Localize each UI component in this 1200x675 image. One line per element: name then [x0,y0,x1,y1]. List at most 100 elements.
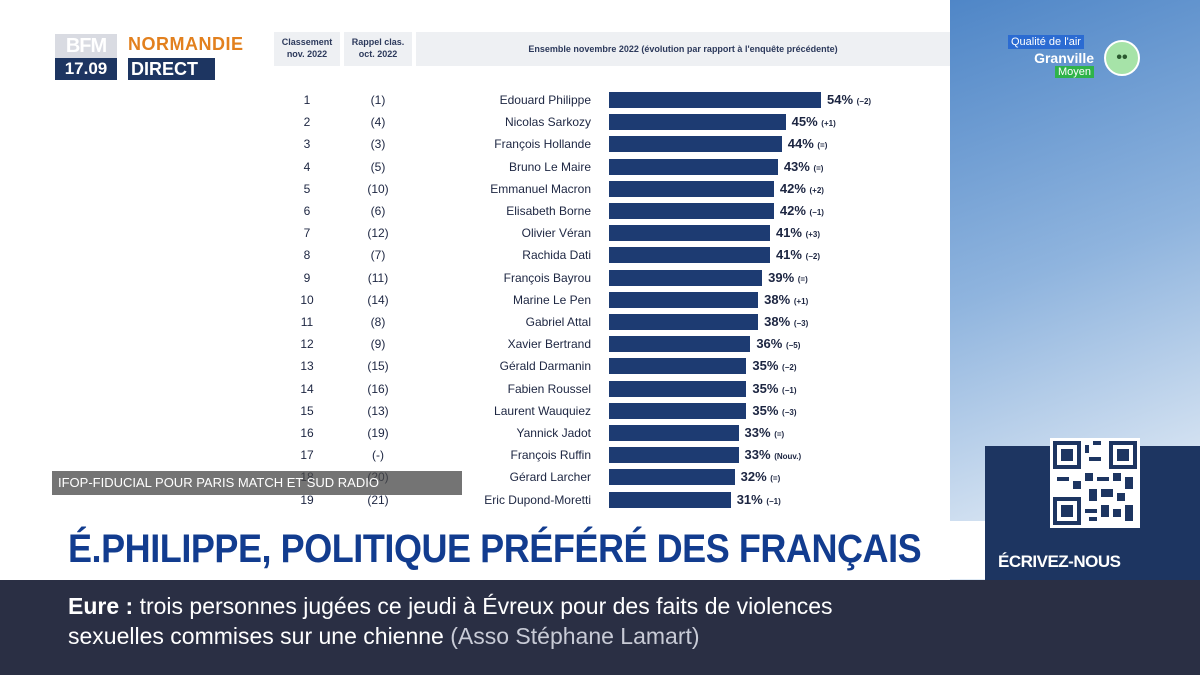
row-previous-rank: (16) [367,381,389,396]
row-rank: 16 [300,426,314,440]
row-bar [609,158,778,175]
ticker-line-1: Eure : trois personnes jugées ce jeudi à… [68,593,833,620]
row-bar [609,425,739,441]
row-rank: 13 [300,359,314,374]
row-rank: 4 [303,159,311,174]
row-rank: 14 [300,381,314,396]
row-previous-rank: (9) [370,337,386,352]
row-bar [609,402,747,419]
row-name: Nicolas Sarkozy [504,115,591,130]
row-previous-rank: (5) [370,159,386,174]
row-value-label: 42% (+2) [779,180,824,196]
row-value-label: 43% (=) [783,158,824,174]
row-evolution: (−2) [782,363,797,373]
row-name: Xavier Bertrand [507,337,591,352]
row-name: Gérard Larcher [509,470,591,485]
row-evolution: (+1) [793,296,809,306]
write-to-us-label: ÉCRIVEZ-NOUS [998,552,1121,571]
row-evolution: (=) [817,141,828,151]
row-value-label: 41% (−2) [775,247,821,263]
row-previous-rank: (-) [372,448,384,463]
row-name: Bruno Le Maire [508,159,591,174]
row-bar [609,92,821,108]
row-bar [609,469,735,486]
row-previous-rank: (8) [370,315,386,329]
row-value-label: 31% (−1) [736,491,781,507]
row-evolution: (−2) [856,97,872,106]
row-evolution: (−1) [809,208,824,217]
row-value-label: 44% (=) [787,136,828,152]
row-evolution: (=) [774,430,785,439]
row-evolution: (−2) [805,252,821,262]
row-bar [609,203,774,219]
row-value-label: 35% (−2) [752,358,797,374]
ticker-location: Eure [68,593,120,619]
news-ticker: Eure : trois personnes jugées ce jeudi à… [0,580,1200,675]
row-rank: 5 [303,181,311,196]
row-bar [609,447,739,464]
row-evolution: (=) [813,163,824,173]
row-name: François Bayrou [503,270,591,285]
air-quality-widget: Qualité de l'air Granville Moyen [1008,32,1098,78]
row-rank: 2 [303,115,311,130]
row-name: Fabien Roussel [507,381,591,396]
row-name: Rachida Dati [522,248,591,263]
source-caption: IFOP-FIDUCIAL POUR PARIS MATCH ET SUD RA… [52,471,462,495]
row-name: Elisabeth Borne [506,204,591,218]
row-bar [609,336,751,353]
header-previous-rank: Rappel clas. oct. 2022 [344,32,412,66]
row-name: Olivier Véran [521,226,591,241]
row-value-label: 41% (+3) [775,225,821,241]
row-rank: 17 [300,448,314,463]
row-bar [609,180,774,197]
qr-code-icon[interactable] [1050,438,1140,528]
header-ensemble: Ensemble novembre 2022 (évolution par ra… [416,32,950,66]
row-previous-rank: (21) [367,492,389,507]
row-name: François Hollande [494,137,591,152]
row-rank: 1 [303,93,311,107]
row-evolution: (−1) [782,385,797,395]
row-evolution: (−5) [785,341,801,351]
row-rank: 10 [300,292,314,307]
row-previous-rank: (10) [367,181,389,196]
row-rank: 15 [300,403,314,418]
row-value-label: 36% (−5) [756,336,801,352]
row-value-label: 32% (=) [740,469,781,485]
row-name: Emmanuel Macron [490,181,591,196]
row-value-label: 35% (−1) [752,380,797,396]
row-evolution: (−3) [782,407,797,417]
row-evolution: (+1) [821,119,836,129]
headline-text: É.PHILIPPE, POLITIQUE PRÉFÉRÉ DES FRANÇA… [68,527,922,571]
ticker-source: (Asso Stéphane Lamart) [450,623,700,649]
clock: 17.09 [55,58,117,80]
row-evolution: (+2) [809,185,824,195]
row-bar [609,491,731,508]
row-name: Gabriel Attal [525,315,591,329]
row-bar [609,380,747,397]
row-rank: 7 [303,226,311,241]
row-bar [609,314,759,330]
air-quality-city: Granville [1034,50,1094,66]
live-badge: DIRECT [128,58,215,80]
row-previous-rank: (6) [370,204,386,218]
row-previous-rank: (13) [367,403,389,418]
row-evolution: (−1) [766,496,781,506]
row-rank: 8 [303,248,311,263]
row-name: Eric Dupond-Moretti [484,492,591,507]
headline-banner: É.PHILIPPE, POLITIQUE PRÉFÉRÉ DES FRANÇA… [55,521,985,579]
row-rank: 12 [300,337,314,352]
row-value-label: 45% (+1) [791,114,836,130]
ticker-text-1: trois personnes jugées ce jeudi à Évreux… [139,593,833,619]
row-value-label: 33% (Nouv.) [744,447,802,463]
row-rank: 9 [303,270,311,285]
header-rank: Classement nov. 2022 [274,32,340,66]
row-bar [609,269,763,286]
row-rank: 11 [300,315,314,329]
row-evolution: (−3) [793,319,809,328]
row-previous-rank: (19) [367,426,389,440]
row-bar [609,358,747,375]
row-bar [609,136,782,153]
row-rank: 3 [303,137,311,152]
ticker-separator: : [125,593,134,619]
row-rank: 19 [300,492,314,507]
